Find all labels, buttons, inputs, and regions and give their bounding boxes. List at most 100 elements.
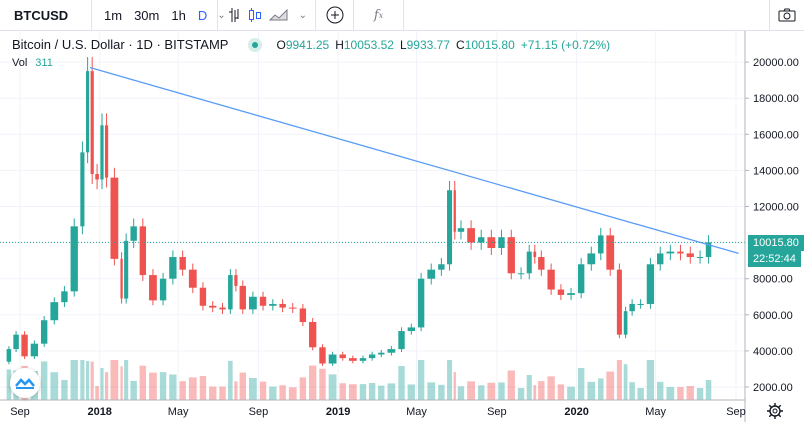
candle-body <box>407 327 415 332</box>
candle-body <box>249 296 257 310</box>
candle-body <box>219 307 226 310</box>
candle-body <box>547 269 555 290</box>
candle-body <box>179 257 186 270</box>
volume-bar <box>526 374 532 400</box>
volume-bar <box>179 381 186 400</box>
volume-bar <box>478 385 485 400</box>
compare-button[interactable] <box>316 0 354 30</box>
volume-bar <box>199 376 207 400</box>
price-chart[interactable]: 2000.00 4000.00 6000.00 8000.00 12000.00 1400… <box>0 31 804 422</box>
volume-bar <box>686 386 694 400</box>
candle-body <box>623 311 628 335</box>
volume-bar <box>6 369 12 400</box>
time-tick-label: 2019 <box>326 406 350 418</box>
volume-bar <box>616 360 622 400</box>
price-tick-label: 16000.00 <box>753 129 799 141</box>
candle-body <box>467 228 475 243</box>
interval-1m[interactable]: 1m <box>104 7 123 23</box>
interval-1d[interactable]: D <box>197 7 208 23</box>
volume-bar <box>234 381 238 400</box>
candle-body <box>616 269 622 335</box>
tradingview-logo[interactable] <box>10 368 40 398</box>
candle-body <box>378 352 385 355</box>
candle-body <box>526 251 532 274</box>
candle-body <box>6 349 12 362</box>
chevron-down-icon[interactable]: ⌄ <box>217 9 226 21</box>
volume-bar <box>407 384 415 400</box>
price-tick-label: 20000.00 <box>753 57 799 69</box>
volume-bar <box>517 388 525 400</box>
symbol-search-button[interactable]: BTCUSD <box>0 0 92 30</box>
volume-bar <box>120 366 123 400</box>
snapshot-button[interactable] <box>769 0 804 30</box>
volume-bar <box>359 384 367 400</box>
chart-legend: Bitcoin / U.S. Dollar · 1D · BITSTAMP O9… <box>12 37 616 52</box>
candle-body <box>339 354 346 359</box>
low-value: 9933.77 <box>406 37 451 52</box>
candle-body <box>279 303 286 308</box>
area-chart-icon[interactable] <box>268 4 289 26</box>
candle-body <box>319 347 326 364</box>
close-value: 10015.80 <box>464 37 515 52</box>
volume-bar <box>80 360 85 400</box>
price-tick-label: 18000.00 <box>753 93 799 105</box>
price-tick-label: 2000.00 <box>753 382 793 394</box>
candle-body <box>120 258 123 299</box>
volume-bar <box>299 377 307 400</box>
volume-bar <box>637 388 644 400</box>
time-tick-label: 2020 <box>564 406 588 418</box>
volume-bar <box>696 388 704 400</box>
chevron-down-icon[interactable]: ⌄ <box>298 9 307 21</box>
cloud-logo-icon <box>15 378 35 389</box>
candle-body <box>587 253 596 265</box>
candle-body <box>234 275 238 286</box>
interval-group: 1m 30m 1h D ⌄ <box>92 0 226 30</box>
candle-body <box>427 269 436 279</box>
volume-bar <box>219 386 226 400</box>
candle-body <box>629 303 635 312</box>
candle-body <box>80 152 85 227</box>
candle-body <box>40 320 48 344</box>
candle-body <box>438 264 445 270</box>
candle-body <box>517 273 525 275</box>
volume-bar <box>249 378 257 400</box>
volume-bar <box>139 365 147 400</box>
candle-body <box>95 174 99 180</box>
volume-bar <box>104 372 109 400</box>
time-tick-label: Sep <box>10 406 30 418</box>
candle-body <box>598 235 604 254</box>
volume-legend: Vol 311 <box>12 57 53 69</box>
high-value: 10053.52 <box>343 37 394 52</box>
candle-body <box>21 334 28 357</box>
settings-gear-icon[interactable] <box>766 402 784 420</box>
candle-body <box>368 354 376 359</box>
volume-bar <box>288 387 297 400</box>
volume-bar <box>309 365 317 400</box>
volume-bar <box>467 381 475 400</box>
candle-body <box>417 278 425 328</box>
plus-circle-icon <box>324 4 345 26</box>
time-tick-label: Sep <box>249 406 269 418</box>
candles-icon[interactable] <box>248 4 262 26</box>
volume-bar <box>259 381 267 400</box>
candle-body <box>86 71 90 153</box>
candle-body <box>169 257 177 279</box>
candle-body <box>677 251 684 254</box>
volume-bar <box>269 386 277 400</box>
bar-chart-icon[interactable] <box>228 4 242 26</box>
volume-bar <box>598 378 604 400</box>
volume-bar <box>61 379 68 400</box>
candle-body <box>13 334 19 350</box>
candle-body <box>478 237 485 243</box>
candle-body <box>288 307 297 309</box>
time-tick-label: 2018 <box>87 406 111 418</box>
candle-body <box>387 349 396 353</box>
volume-bar <box>417 360 425 400</box>
interval-30m[interactable]: 30m <box>134 7 160 23</box>
volume-bar <box>507 370 515 400</box>
volume-bar <box>677 387 684 400</box>
interval-1h[interactable]: 1h <box>171 7 186 23</box>
